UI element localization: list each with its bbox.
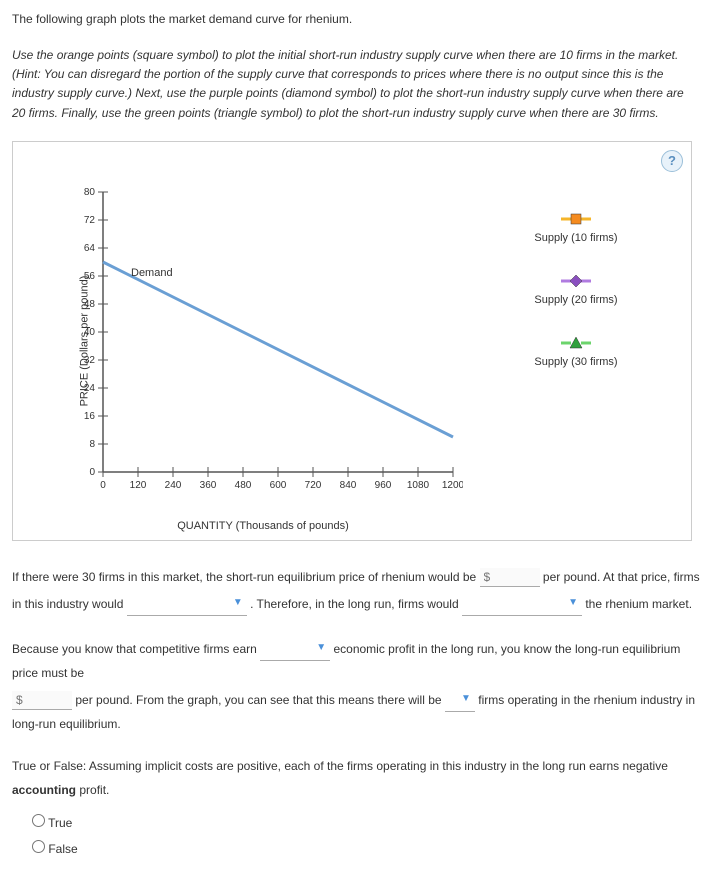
svg-text:24: 24	[84, 383, 96, 394]
q2-dropdown-1[interactable]: ▼	[260, 634, 330, 661]
svg-text:Demand: Demand	[131, 267, 173, 279]
chevron-down-icon: ▼	[461, 693, 471, 704]
svg-text:480: 480	[235, 480, 252, 491]
svg-text:120: 120	[130, 480, 147, 491]
tf-option[interactable]: False	[32, 836, 700, 862]
svg-text:72: 72	[84, 215, 96, 226]
question-3: True or False: Assuming implicit costs a…	[12, 754, 700, 863]
svg-text:80: 80	[84, 187, 96, 198]
svg-text:32: 32	[84, 355, 96, 366]
chart-plot-area[interactable]: 0 120 240 360 480 600 720 840 960 1080 1200 0 8 16 24 3…	[63, 182, 463, 502]
svg-text:40: 40	[84, 327, 96, 338]
svg-text:8: 8	[89, 439, 95, 450]
question-2: Because you know that competitive firms …	[12, 634, 700, 736]
tf-options: True False	[12, 810, 700, 863]
q2-prefix: Because you know that competitive firms …	[12, 642, 257, 656]
legend-label: Supply (30 firms)	[501, 356, 651, 368]
tf-option[interactable]: True	[32, 810, 700, 836]
tf-radio[interactable]	[32, 814, 45, 827]
q2-mid2: per pound. From the graph, you can see t…	[75, 693, 441, 707]
svg-text:360: 360	[200, 480, 217, 491]
tf-radio[interactable]	[32, 840, 45, 853]
instructions-body: Use the orange points (square symbol) to…	[12, 48, 684, 120]
svg-text:840: 840	[340, 480, 357, 491]
intro-text: The following graph plots the market dem…	[12, 12, 700, 26]
q1-prefix: If there were 30 firms in this market, t…	[12, 570, 476, 584]
svg-text:1080: 1080	[407, 480, 430, 491]
q1-mid2: . Therefore, in the long run, firms woul…	[250, 597, 459, 611]
q3-suffix: profit.	[79, 783, 109, 797]
q2-dropdown-2[interactable]: ▼	[445, 685, 475, 712]
legend: Supply (10 firms) Supply (20 firms) Supply…	[501, 212, 651, 398]
q2-price-input[interactable]	[12, 691, 72, 710]
help-icon[interactable]: ?	[661, 150, 683, 172]
question-1: If there were 30 firms in this market, t…	[12, 565, 700, 616]
q1-dropdown-1[interactable]: ▼	[127, 589, 247, 616]
q1-price-input[interactable]	[480, 568, 540, 587]
svg-text:600: 600	[270, 480, 287, 491]
svg-text:64: 64	[84, 243, 96, 254]
legend-item[interactable]: Supply (10 firms)	[501, 212, 651, 244]
chevron-down-icon: ▼	[568, 597, 578, 608]
chevron-down-icon: ▼	[316, 642, 326, 653]
svg-text:1200: 1200	[442, 480, 463, 491]
svg-text:0: 0	[89, 467, 95, 478]
q3-bold: accounting	[12, 783, 76, 797]
svg-text:16: 16	[84, 411, 96, 422]
svg-text:960: 960	[375, 480, 392, 491]
svg-text:48: 48	[84, 299, 96, 310]
chevron-down-icon: ▼	[233, 597, 243, 608]
x-axis-label: QUANTITY (Thousands of pounds)	[63, 520, 463, 532]
svg-text:56: 56	[84, 271, 96, 282]
chart-svg[interactable]: 0 120 240 360 480 600 720 840 960 1080 1200 0 8 16 24 3…	[63, 182, 463, 502]
q1-dropdown-2[interactable]: ▼	[462, 589, 582, 616]
legend-item[interactable]: Supply (20 firms)	[501, 274, 651, 306]
legend-label: Supply (20 firms)	[501, 294, 651, 306]
svg-text:240: 240	[165, 480, 182, 491]
legend-label: Supply (10 firms)	[501, 232, 651, 244]
instructions-text: Use the orange points (square symbol) to…	[12, 46, 700, 123]
svg-text:720: 720	[305, 480, 322, 491]
chart-panel: ? PRICE (Dollars per pound) 012024036048…	[12, 141, 692, 541]
q3-text: True or False: Assuming implicit costs a…	[12, 759, 668, 773]
legend-item[interactable]: Supply (30 firms)	[501, 336, 651, 368]
q1-suffix: the rhenium market.	[585, 597, 692, 611]
svg-text:0: 0	[100, 480, 106, 491]
